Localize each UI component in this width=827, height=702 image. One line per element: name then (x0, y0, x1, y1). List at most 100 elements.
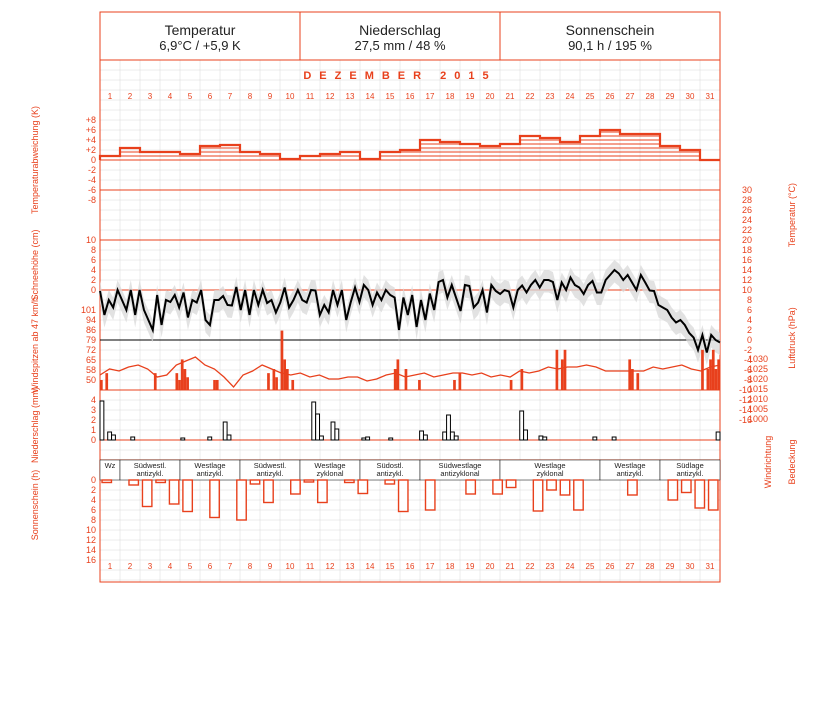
left-axis-label: Niederschlag (mm) (30, 387, 40, 463)
weather-type-label: zyklonal (536, 469, 563, 478)
wind-gust-tick: 50 (86, 375, 96, 385)
day-label-bottom: 22 (526, 562, 535, 571)
day-label-bottom: 24 (566, 562, 575, 571)
temperature-tick: 20 (742, 235, 752, 245)
day-label-top: 5 (188, 92, 193, 101)
day-label-top: 25 (586, 92, 595, 101)
wind-gust-bar (105, 373, 109, 390)
header-precipitation-value: 27,5 mm / 48 % (354, 38, 446, 53)
day-label-bottom: 23 (546, 562, 555, 571)
wind-gust-bar (628, 359, 632, 390)
weather-type-label: Südostl. (376, 461, 403, 470)
sunshine-bar (694, 479, 706, 509)
left-axis-label: Sonnenschein (h) (30, 470, 40, 541)
sunshine-bar (128, 479, 140, 486)
wind-gust-tick: 86 (86, 325, 96, 335)
weather-type-label: Südwestl. (254, 461, 287, 470)
precip-bar (611, 436, 617, 441)
day-label-bottom: 9 (268, 562, 273, 571)
wind-gust-bar (393, 369, 397, 390)
temp-anomaly-tick: -6 (88, 185, 96, 195)
header-sunshine: Sonnenschein 90,1 h / 195 % (500, 12, 720, 60)
sunshine-bar (532, 479, 544, 512)
precip-bar (222, 421, 228, 441)
temperature-tick: -10 (739, 385, 752, 395)
wind-gust-tick: 79 (86, 335, 96, 345)
sunshine-bar (573, 479, 584, 511)
wind-gust-bar (283, 359, 286, 390)
temperature-tick: -12 (739, 395, 752, 405)
day-label-bottom: 20 (486, 562, 495, 571)
right-axis-label: Luftdruck (hPa) (787, 307, 797, 369)
wind-gust-tick: 72 (86, 345, 96, 355)
wind-gust-bar (717, 359, 720, 390)
temperature-tick: 12 (742, 275, 752, 285)
temperature-tick: 0 (747, 335, 752, 345)
sunshine-bar (182, 479, 194, 513)
left-axis-label: Schneehöhe (cm) (30, 229, 40, 300)
weather-type-label: Westlage (194, 461, 225, 470)
day-label-top: 14 (366, 92, 375, 101)
precip-bar (319, 435, 324, 441)
pressure-line (99, 356, 721, 388)
temperature-tick: 30 (742, 185, 752, 195)
wind-gust-bar (458, 373, 462, 390)
day-label-bottom: 1 (108, 562, 113, 571)
weather-type-label: Südlage (676, 461, 704, 470)
temperature-tick: 2 (747, 325, 752, 335)
wind-gust-tick: 65 (86, 355, 96, 365)
snow-depth-tick: 8 (91, 245, 96, 255)
day-label-top: 10 (286, 92, 295, 101)
wind-gust-bar (706, 369, 710, 390)
precip-bar (180, 437, 186, 441)
precip-bar (311, 401, 317, 441)
wind-gust-bar (286, 369, 289, 390)
precip-bar (361, 437, 367, 441)
temperature-tick: -16 (739, 415, 752, 425)
wind-gust-bar (267, 373, 270, 390)
pressure-tick: 1015 (748, 384, 768, 394)
sunshine-tick: 6 (91, 505, 96, 515)
pressure-tick: 1000 (748, 414, 768, 424)
sunshine-bar (424, 479, 436, 511)
wind-gust-bar (418, 380, 421, 390)
day-label-bottom: 15 (386, 562, 395, 571)
precip-bar (334, 428, 340, 441)
day-label-bottom: 28 (646, 562, 655, 571)
precip-bar (130, 436, 136, 441)
day-label-bottom: 30 (686, 562, 695, 571)
temperature-tick: -4 (744, 355, 752, 365)
sunshine-tick: 16 (86, 555, 96, 565)
day-label-top: 20 (486, 92, 495, 101)
day-label-bottom: 14 (366, 562, 375, 571)
header-temperature-value: 6,9°C / +5,9 K (159, 38, 241, 53)
weather-type-label: antizyklonal (440, 469, 480, 478)
sunshine-bar (343, 479, 355, 484)
day-label-top: 16 (406, 92, 415, 101)
right-axis-label: Temperatur (°C) (787, 183, 797, 247)
wind-gust-bar (275, 377, 278, 390)
sunshine-bar (465, 479, 477, 495)
pressure-tick: 1025 (748, 364, 768, 374)
snow-depth-tick: 0 (91, 285, 96, 295)
day-label-top: 1 (108, 92, 113, 101)
temp-anomaly-tick: +4 (86, 135, 96, 145)
wind-gust-bar (563, 349, 567, 390)
temp-anomaly-tick: -4 (88, 175, 96, 185)
temperature-tick: -8 (744, 375, 752, 385)
precip-tick: 0 (91, 435, 96, 445)
weather-type-label: antizykl. (136, 469, 163, 478)
wind-gust-bar (404, 369, 408, 390)
day-label-top: 29 (666, 92, 675, 101)
temp-anomaly-tick: +8 (86, 115, 96, 125)
day-label-bottom: 5 (188, 562, 193, 571)
sunshine-bar (249, 479, 261, 485)
precip-bar (226, 434, 232, 441)
wind-gust-bar (555, 349, 559, 390)
sunshine-bar (209, 479, 220, 519)
precip-bar (419, 430, 424, 441)
day-label-top: 31 (706, 92, 715, 101)
weather-type-label: antizykl. (256, 469, 283, 478)
header-temperature: Temperatur 6,9°C / +5,9 K (100, 12, 300, 60)
